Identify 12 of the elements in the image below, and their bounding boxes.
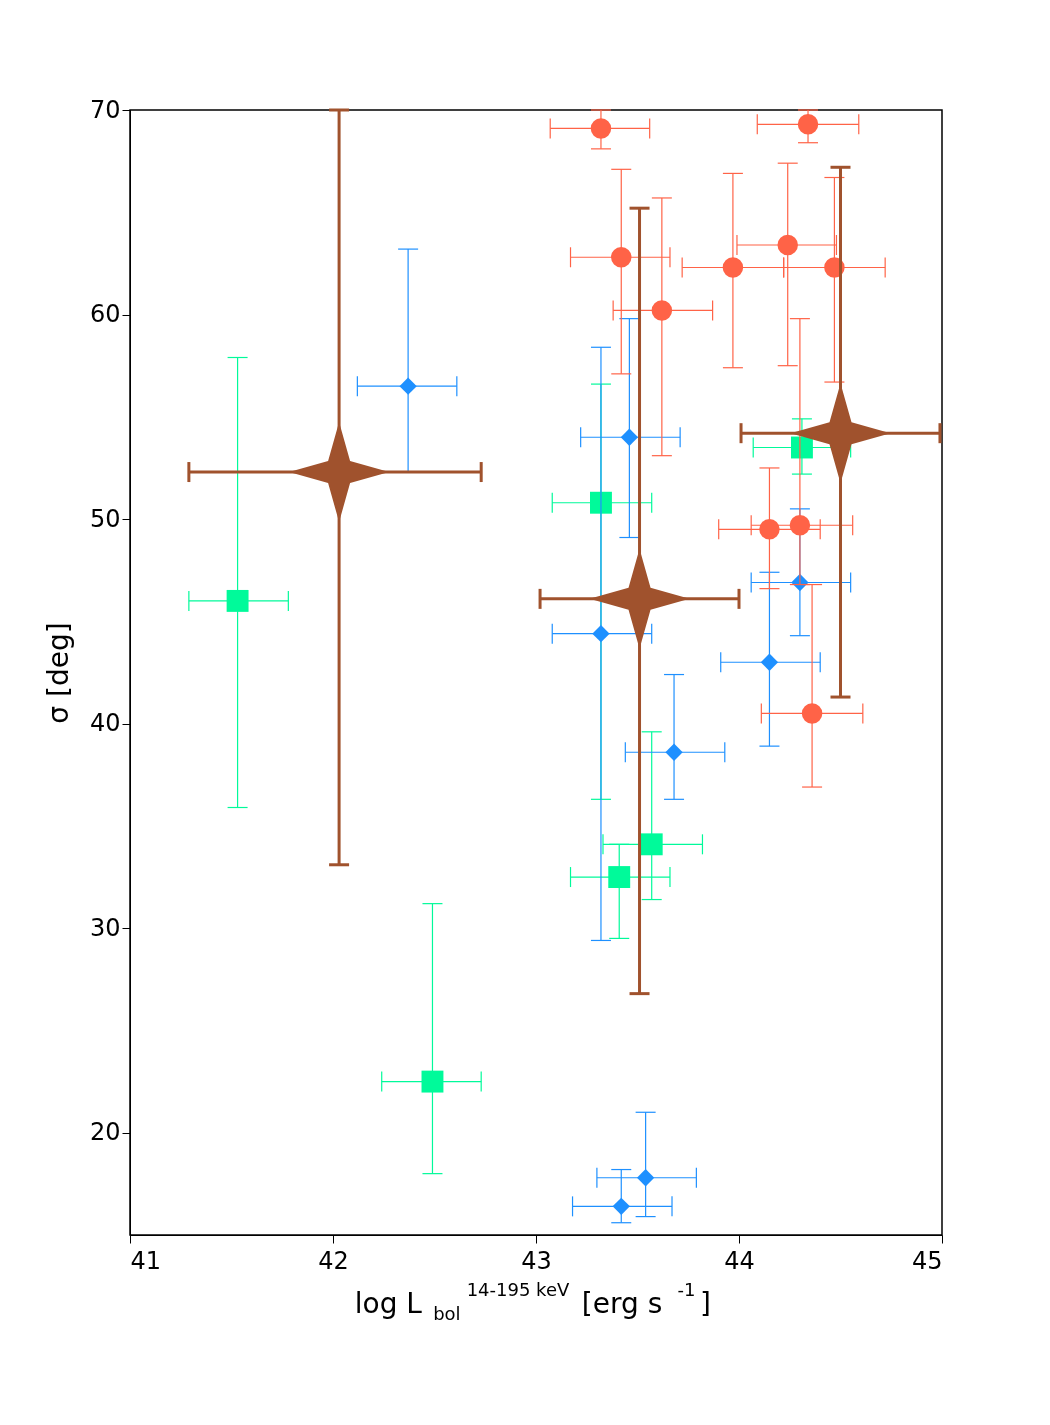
x-tick-label: 45 <box>911 1246 943 1275</box>
y-tick-label: 40 <box>89 709 121 738</box>
x-tick-label: 41 <box>130 1246 162 1275</box>
y-axis-title: σ [deg] <box>41 622 75 724</box>
y-tick-label: 70 <box>89 95 121 124</box>
y-tick-label: 50 <box>89 504 121 533</box>
x-tick-label: 42 <box>318 1246 349 1275</box>
y-tick-label: 30 <box>89 913 121 942</box>
y-tick-label: 20 <box>89 1118 121 1147</box>
x-tick-label: 44 <box>724 1246 755 1275</box>
x-tick-label: 43 <box>521 1246 552 1275</box>
y-tick-label: 60 <box>89 300 121 329</box>
